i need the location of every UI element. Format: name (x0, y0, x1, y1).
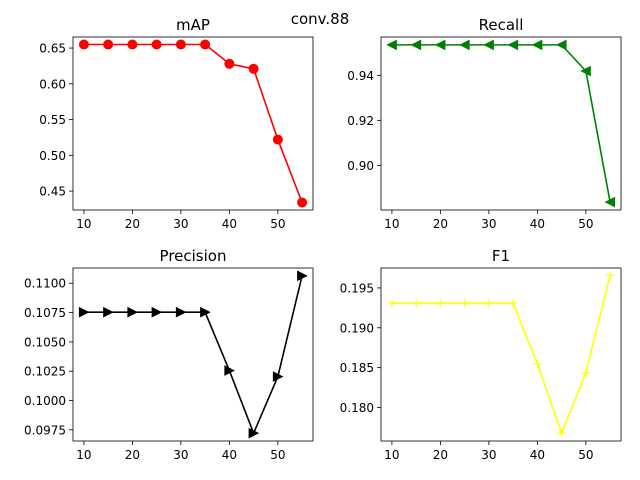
precision-ytick-label: 0.0975 (24, 423, 66, 437)
precision-ytick-label: 0.1050 (24, 335, 66, 349)
f1-xtick-label: 40 (530, 448, 545, 462)
map-data-point (151, 39, 162, 50)
map-ytick-label: 0.55 (39, 113, 66, 127)
map-series-line (83, 43, 303, 203)
f1-xtick-label: 30 (481, 448, 496, 462)
recall-data-point (507, 39, 519, 51)
f1-data-point (533, 359, 542, 368)
recall-data-point (483, 39, 494, 51)
map-data-point (272, 134, 283, 145)
recall-axes-frame (380, 36, 622, 211)
f1-data-point (484, 299, 493, 308)
f1-data-point (387, 299, 396, 308)
f1-data-point (581, 369, 590, 378)
recall-xtick-label: 10 (384, 217, 399, 231)
precision-axes-frame (72, 267, 314, 442)
f1-ytick-label: 0.195 (340, 281, 374, 295)
precision-data-point (224, 365, 235, 376)
precision-xtick-label: 40 (222, 448, 237, 462)
precision-data-point (272, 371, 284, 382)
recall-data-point (580, 65, 591, 77)
recall-data-point (410, 39, 422, 51)
map-data-point (78, 39, 89, 50)
map-xtick-label: 10 (76, 217, 91, 231)
recall-data-point (459, 39, 470, 51)
f1-subplot: F1 10 20 30 40 50 0.180 0.185 0.190 0.195 (340, 247, 622, 462)
map-ytick-label: 0.45 (39, 185, 66, 199)
recall-series-line (391, 44, 611, 203)
precision-ytick-label: 0.1000 (24, 394, 66, 408)
recall-xtick-label: 50 (578, 217, 593, 231)
recall-ytick-label: 0.92 (347, 114, 374, 128)
f1-data-point (460, 299, 469, 308)
precision-data-point (200, 306, 211, 318)
precision-xtick-label: 20 (125, 448, 140, 462)
precision-data-point (78, 306, 90, 318)
map-data-point (175, 39, 186, 50)
f1-series-line (391, 274, 611, 434)
recall-data-point (555, 39, 567, 51)
map-data-point (248, 63, 259, 74)
map-axes-frame (72, 36, 314, 211)
precision-ytick-label: 0.1100 (24, 277, 66, 291)
precision-title: Precision (160, 247, 227, 265)
f1-ytick-label: 0.185 (340, 361, 374, 375)
recall-ytick-label: 0.94 (347, 69, 374, 83)
f1-ytick-label: 0.180 (340, 401, 374, 415)
recall-ytick-label: 0.90 (347, 159, 374, 173)
map-xtick-label: 40 (222, 217, 237, 231)
recall-xtick-label: 20 (433, 217, 448, 231)
figure-title: conv.88 (291, 10, 350, 28)
f1-xtick-label: 50 (578, 448, 593, 462)
recall-title: Recall (479, 16, 524, 34)
precision-xtick-label: 50 (270, 448, 285, 462)
map-data-point (103, 39, 114, 50)
precision-ytick-label: 0.1025 (24, 365, 66, 379)
map-ytick-label: 0.50 (39, 149, 66, 163)
map-ytick-label: 0.60 (39, 77, 66, 91)
f1-title: F1 (492, 247, 510, 265)
precision-data-point (103, 306, 114, 318)
f1-data-point (509, 299, 518, 308)
map-data-point (127, 39, 138, 50)
precision-data-point (175, 306, 187, 318)
map-data-point (297, 197, 308, 208)
recall-data-point (434, 39, 446, 51)
recall-xtick-label: 30 (481, 217, 496, 231)
map-xtick-label: 50 (270, 217, 285, 231)
precision-xtick-label: 30 (173, 448, 188, 462)
f1-xtick-label: 20 (433, 448, 448, 462)
precision-data-point (127, 306, 139, 318)
precision-data-point (297, 270, 308, 282)
map-data-point (200, 39, 211, 50)
map-data-point (224, 58, 235, 69)
f1-data-point (436, 299, 445, 308)
recall-data-point (531, 39, 543, 51)
precision-data-point (151, 306, 163, 318)
map-xtick-label: 20 (125, 217, 140, 231)
f1-ytick-label: 0.190 (340, 321, 374, 335)
f1-data-point (557, 429, 566, 438)
precision-series-line (83, 275, 303, 434)
f1-axes-frame (380, 267, 622, 442)
recall-data-point (604, 196, 616, 208)
f1-data-point (412, 299, 421, 308)
map-ytick-label: 0.65 (39, 42, 66, 56)
recall-xtick-label: 40 (530, 217, 545, 231)
precision-xtick-label: 10 (76, 448, 91, 462)
map-title: mAP (176, 16, 210, 34)
precision-data-point (248, 427, 260, 439)
map-subplot: mAP 10 20 30 40 50 0.45 0.50 0.55 0.60 0.65 (39, 16, 314, 231)
precision-subplot: Precision 10 20 30 40 50 0.0975 0.1000 0.1025 0.1… (24, 247, 314, 462)
recall-data-point (386, 39, 397, 51)
map-xtick-label: 30 (173, 217, 188, 231)
recall-subplot: Recall 10 20 30 40 50 0.90 0.92 0.94 (347, 16, 622, 231)
f1-xtick-label: 10 (384, 448, 399, 462)
f1-data-point (606, 271, 615, 280)
precision-ytick-label: 0.1075 (24, 306, 66, 320)
